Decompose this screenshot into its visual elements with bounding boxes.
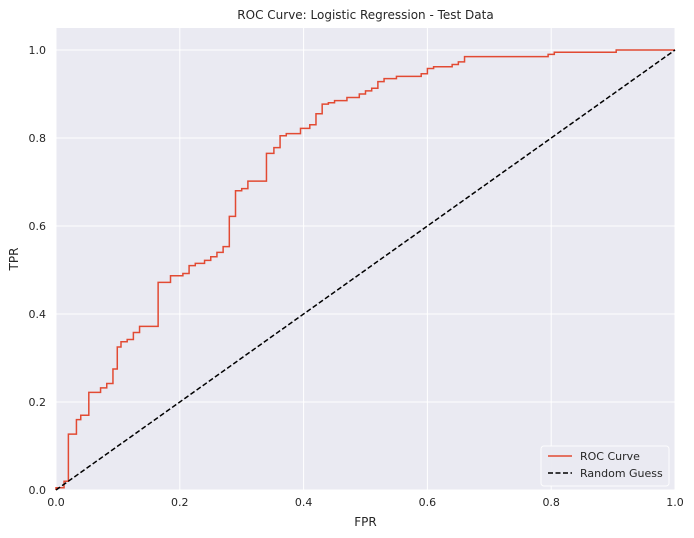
- y-tick-label: 0.8: [29, 132, 47, 145]
- x-axis-title: FPR: [354, 515, 376, 529]
- plot-area: [56, 28, 675, 490]
- y-axis-title: TPR: [7, 248, 21, 272]
- x-tick-label: 1.0: [666, 496, 684, 509]
- legend: ROC Curve Random Guess: [540, 445, 670, 487]
- chart-title: ROC Curve: Logistic Regression - Test Da…: [237, 8, 493, 22]
- grid-lines: [55, 28, 676, 491]
- legend-box: [540, 445, 670, 487]
- y-tick-label: 0.6: [29, 220, 47, 233]
- series-line-random-guess: [55, 49, 676, 491]
- x-tick-label: 0.8: [542, 496, 560, 509]
- x-tick-label: 0.2: [171, 496, 189, 509]
- y-tick-label: 0.4: [29, 308, 47, 321]
- x-tick-label: 0.4: [295, 496, 313, 509]
- y-tick-label: 0.2: [29, 396, 47, 409]
- y-tick-label: 1.0: [29, 44, 47, 57]
- x-tick-label: 0.0: [47, 496, 65, 509]
- series-layer: [55, 49, 676, 491]
- legend-label-roc-curve: ROC Curve: [580, 450, 640, 463]
- x-tick-label: 0.6: [419, 496, 437, 509]
- series-line-roc-curve: [55, 49, 675, 490]
- legend-label-random-guess: Random Guess: [580, 467, 663, 480]
- y-tick-label: 0.0: [29, 484, 47, 497]
- y-tick-labels: 0.0 0.2 0.4 0.6 0.8 1.0: [29, 44, 47, 497]
- x-tick-labels: 0.0 0.2 0.4 0.6 0.8 1.0: [47, 496, 684, 509]
